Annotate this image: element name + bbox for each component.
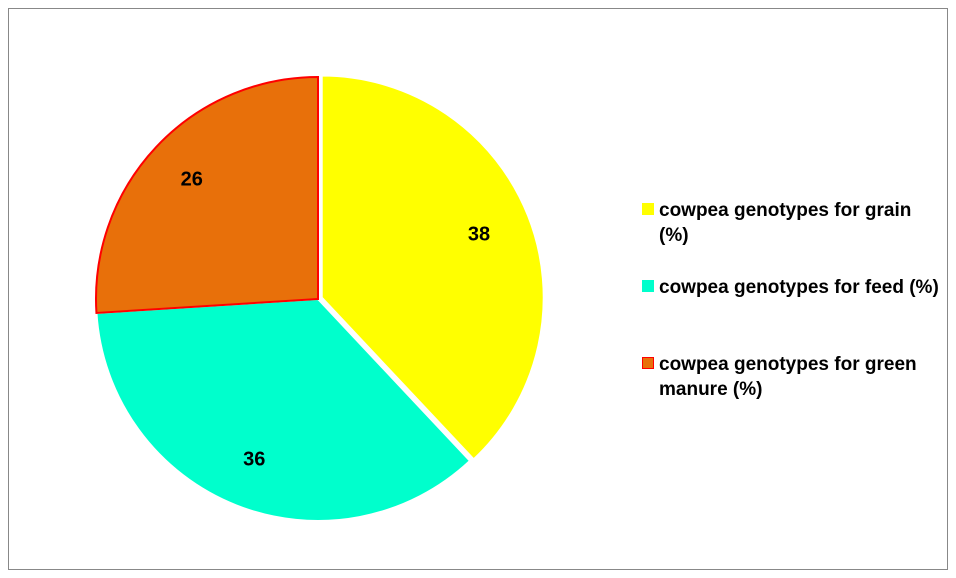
legend-swatch: [642, 203, 654, 215]
pie-slice: [95, 297, 472, 522]
legend-swatch: [642, 357, 654, 369]
legend-entry: cowpea genotypes for green manure (%): [642, 352, 942, 402]
pie-slice: [320, 74, 545, 461]
legend-entry: cowpea genotypes for grain (%): [642, 198, 942, 248]
legend-label: cowpea genotypes for grain (%): [659, 200, 912, 246]
data-label: 36: [243, 448, 265, 470]
legend-label: cowpea genotypes for green manure (%): [659, 354, 917, 400]
data-label: 38: [468, 224, 490, 246]
data-label: 26: [181, 169, 203, 191]
legend-swatch: [642, 280, 654, 292]
pie-slice: [95, 75, 319, 314]
legend-label: cowpea genotypes for feed (%): [659, 277, 939, 298]
legend-entry: cowpea genotypes for feed (%): [642, 275, 942, 300]
